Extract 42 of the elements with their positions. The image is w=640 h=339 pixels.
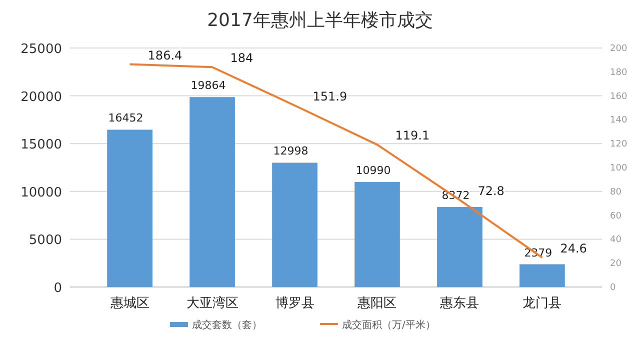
y2-tick-label: 20 xyxy=(610,259,622,270)
data-label: 186.4 xyxy=(148,48,182,62)
y-tick-label: 0 xyxy=(54,281,62,296)
x-tick-label: 大亚湾区 xyxy=(186,295,238,311)
y2-tick-label: 140 xyxy=(610,116,628,126)
data-label: 10990 xyxy=(356,164,391,177)
data-label: 19864 xyxy=(190,79,226,92)
bar xyxy=(107,130,152,287)
x-tick-label: 龙门县 xyxy=(522,295,562,311)
data-label: 151.9 xyxy=(312,89,348,104)
y-tick-label: 25000 xyxy=(20,42,62,57)
x-tick-label: 惠阳区 xyxy=(356,296,397,311)
data-label: 12998 xyxy=(273,144,308,158)
y2-tick-label: 160 xyxy=(610,92,628,102)
y2-tick-label: 80 xyxy=(610,187,622,198)
x-tick-label: 惠东县 xyxy=(439,296,480,311)
bar xyxy=(354,182,400,287)
y2-tick-label: 0 xyxy=(610,283,616,293)
legend-label: 成交面积（万/平米） xyxy=(342,319,436,331)
bar xyxy=(520,264,565,287)
y2-tick-label: 40 xyxy=(610,235,622,246)
y2-tick-label: 120 xyxy=(610,140,628,150)
y-tick-label: 5000 xyxy=(28,233,62,248)
bar xyxy=(190,97,235,287)
y2-tick-label: 100 xyxy=(610,164,628,174)
data-label: 16452 xyxy=(108,112,144,125)
bar xyxy=(437,206,482,287)
x-tick-label: 惠城区 xyxy=(109,296,150,311)
bar xyxy=(272,162,318,287)
data-label: 119.1 xyxy=(395,128,430,143)
data-label: 24.6 xyxy=(560,242,587,256)
data-label: 72.8 xyxy=(478,184,504,198)
x-tick-label: 博罗县 xyxy=(275,296,314,311)
y2-tick-label: 60 xyxy=(610,211,622,222)
y-tick-label: 20000 xyxy=(20,90,62,105)
legend-label: 成交套数（套） xyxy=(192,319,262,331)
y2-tick-label: 200 xyxy=(610,44,628,54)
data-label: 184 xyxy=(230,51,254,66)
y2-tick-label: 180 xyxy=(610,68,628,78)
y-tick-label: 10000 xyxy=(20,185,62,200)
chart-title: 2017年惠州上半年楼市成交 xyxy=(207,10,433,31)
y-tick-label: 15000 xyxy=(20,138,62,153)
